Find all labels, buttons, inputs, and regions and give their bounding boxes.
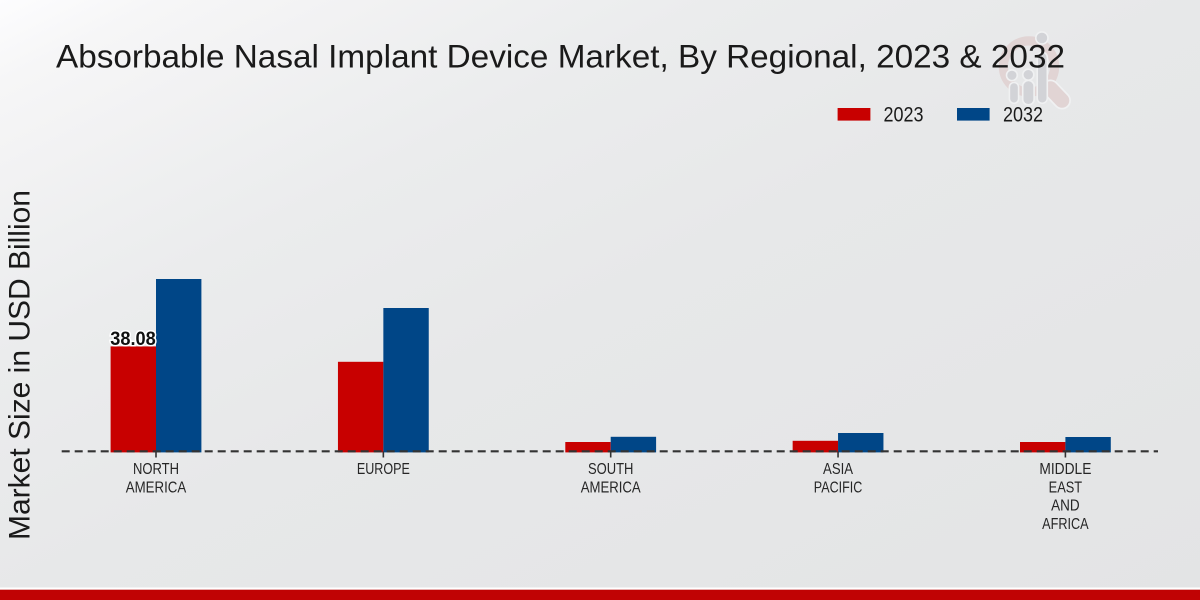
svg-text:EAST: EAST [1049,479,1083,496]
svg-text:AND: AND [1051,498,1080,515]
svg-text:Absorbable Nasal Implant Devic: Absorbable Nasal Implant Device Market, … [56,39,1065,75]
svg-text:38.08: 38.08 [110,329,156,350]
svg-text:NORTH: NORTH [133,461,179,478]
svg-text:PACIFIC: PACIFIC [814,479,863,496]
svg-text:SOUTH: SOUTH [588,461,634,478]
svg-text:AMERICA: AMERICA [126,479,187,496]
svg-text:EUROPE: EUROPE [357,461,410,478]
svg-text:2023: 2023 [884,103,924,126]
svg-text:AMERICA: AMERICA [581,479,641,496]
svg-text:2032: 2032 [1003,103,1043,126]
svg-text:MIDDLE: MIDDLE [1039,461,1091,478]
svg-text:Market Size in USD Billion: Market Size in USD Billion [4,190,37,540]
svg-text:AFRICA: AFRICA [1042,516,1089,533]
svg-text:ASIA: ASIA [823,461,853,478]
